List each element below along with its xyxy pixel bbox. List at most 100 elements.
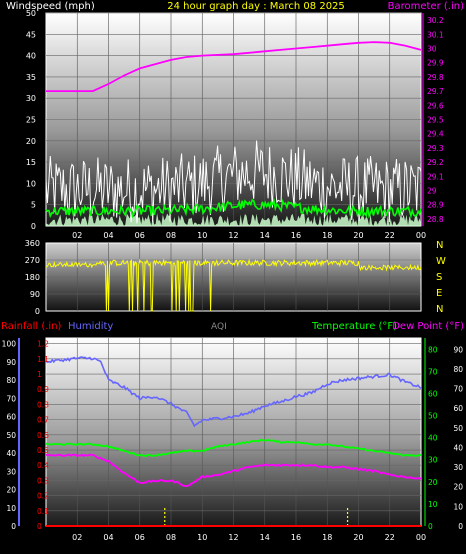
wind-x-tick: 02 (72, 231, 82, 240)
baro-y-tick: 29 (427, 187, 437, 196)
temp-y-tick: 10 (428, 500, 438, 509)
temp-y-tick: 70 (428, 367, 438, 376)
humidity-y-tick: 0 (11, 522, 16, 531)
wind-x-tick: 18 (322, 231, 332, 240)
dew-y-tick: 30 (453, 463, 463, 472)
compass-label: S (436, 272, 442, 283)
baro-y-tick: 29.7 (427, 87, 444, 96)
wind-axes: 0 5 10 15 20 25 30 35 40 45 50 28.8 28.9 29 29.1 29.2 29… (26, 9, 444, 240)
dew-y-tick: 70 (453, 385, 463, 394)
temp-y-tick: 0 (428, 522, 433, 531)
rain-y-tick: 1 (37, 370, 42, 379)
temp-x-tick: 04 (103, 533, 113, 542)
temp-y-tick: 30 (428, 456, 438, 465)
temp-x-tick: 10 (197, 533, 207, 542)
humidity-y-tick: 40 (6, 449, 16, 458)
temp-x-tick: 06 (135, 533, 145, 542)
rain-legend: Rainfall (.in) (1, 321, 62, 332)
wind-y-tick: 40 (26, 52, 36, 61)
temp-x-tick: 08 (166, 533, 176, 542)
wind-y-tick: 30 (26, 94, 36, 103)
baro-y-tick: 29.1 (427, 172, 444, 181)
temperature-line (45, 438, 422, 457)
wind-y-tick: 10 (26, 179, 36, 188)
dew-y-tick: 50 (453, 424, 463, 433)
rain-y-tick: 1.2 (37, 340, 49, 349)
temp-axes: 010203040506070809010000.10.20.30.40.50.… (2, 338, 463, 542)
dew-y-tick: 0 (458, 522, 463, 531)
rain-y-tick: 0.6 (37, 431, 49, 440)
compass-label: N (436, 304, 443, 315)
rain-y-tick: 0.4 (37, 461, 49, 470)
graph-day-title: 24 hour graph day : March 08 2025 (167, 1, 345, 12)
temp-x-tick: 12 (228, 533, 238, 542)
wind-y-tick: 20 (26, 137, 36, 146)
wind-gust-line (45, 140, 422, 224)
wind-x-tick: 20 (353, 231, 363, 240)
humidity-y-tick: 100 (2, 340, 17, 349)
wind-low-area (46, 213, 421, 226)
temp-panel: Rainfall (.in) Humidity AQI Temperature … (1, 321, 464, 542)
baro-title: Barometer (.in) (388, 1, 464, 12)
temp-x-tick: 20 (353, 533, 363, 542)
humidity-line (45, 356, 422, 428)
temp-y-tick: 20 (428, 478, 438, 487)
wind-average-line (45, 197, 422, 219)
humidity-y-tick: 50 (6, 431, 16, 440)
wind-x-tick: 22 (385, 231, 395, 240)
humidity-y-tick: 90 (6, 358, 16, 367)
rain-y-tick: 1.1 (37, 355, 49, 364)
rain-y-tick: 0.3 (37, 476, 49, 485)
temp-y-tick: 80 (428, 345, 438, 354)
baro-y-tick: 29.9 (427, 59, 444, 68)
wind-x-tick: 10 (197, 231, 207, 240)
direction-y-tick: 360 (25, 239, 40, 248)
baro-y-tick: 29.3 (427, 144, 444, 153)
direction-line (45, 258, 422, 312)
wind-baro-panel: Windspeed (mph) 24 hour graph day : Marc… (6, 1, 464, 240)
compass-label: W (436, 256, 446, 267)
humidity-y-tick: 20 (6, 486, 16, 495)
direction-y-tick: 180 (25, 273, 40, 282)
baro-y-tick: 30.1 (427, 30, 444, 39)
humidity-y-tick: 10 (6, 504, 16, 513)
rain-y-tick: 0.5 (37, 446, 49, 455)
dewpoint-legend: Dew Point (°F) (392, 321, 464, 332)
temperature-legend: Temperature (°F) (311, 321, 397, 332)
dew-y-tick: 60 (453, 404, 463, 413)
baro-y-tick: 28.9 (427, 201, 444, 210)
rain-y-tick: 0.8 (37, 400, 49, 409)
wind-x-tick: 12 (228, 231, 238, 240)
wind-x-tick: 16 (291, 231, 301, 240)
temp-x-tick: 00 (416, 533, 426, 542)
temp-series (45, 356, 422, 527)
baro-y-tick: 29.8 (427, 73, 444, 82)
barometer-line (46, 41, 422, 92)
temp-x-tick: 14 (260, 533, 270, 542)
baro-y-tick: 29.6 (427, 101, 444, 110)
dew-y-tick: 10 (453, 502, 463, 511)
wind-grid (46, 12, 421, 226)
wind-y-tick: 25 (26, 116, 36, 125)
direction-y-tick: 90 (30, 290, 40, 299)
wind-title: Windspeed (mph) (6, 1, 95, 12)
baro-y-tick: 30 (427, 45, 437, 54)
humidity-y-tick: 80 (6, 376, 16, 385)
baro-y-tick: 29.2 (427, 158, 444, 167)
dewpoint-line (45, 453, 422, 488)
wind-y-tick: 0 (31, 222, 36, 231)
humidity-y-tick: 30 (6, 467, 16, 476)
temp-grid (46, 338, 421, 526)
aqi-legend: AQI (211, 322, 227, 332)
wind-y-tick: 50 (26, 9, 36, 18)
wind-x-tick: 06 (135, 231, 145, 240)
temp-y-tick: 50 (428, 412, 438, 421)
humidity-legend: Humidity (68, 321, 113, 332)
direction-series (45, 258, 422, 312)
baro-y-tick: 29.4 (427, 130, 444, 139)
wind-y-tick: 15 (26, 158, 36, 167)
wind-y-tick: 5 (31, 201, 36, 210)
dew-y-tick: 20 (453, 483, 463, 492)
